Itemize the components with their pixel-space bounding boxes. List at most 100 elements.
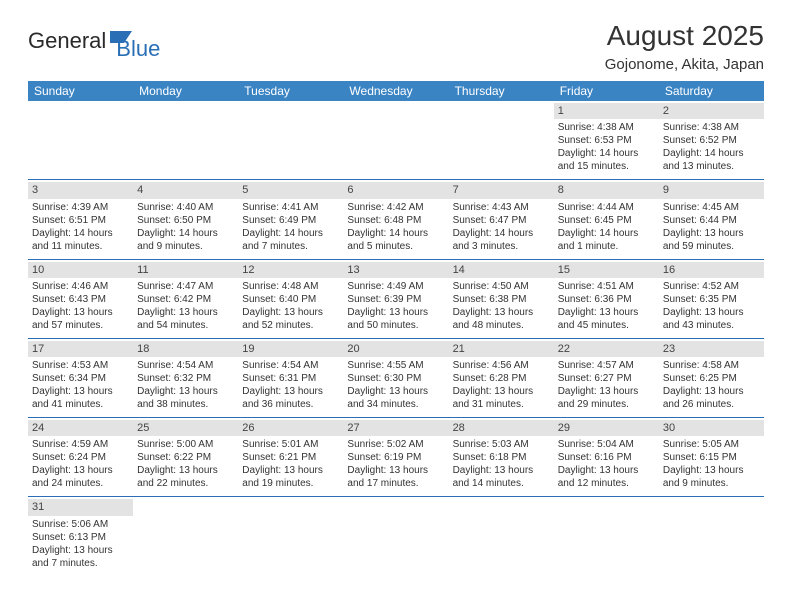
daylight-text: Daylight: 13 hours and 45 minutes. [558,306,655,332]
daylight-text: Daylight: 13 hours and 38 minutes. [137,385,234,411]
daylight-text: Daylight: 13 hours and 7 minutes. [32,544,129,570]
sunrise-text: Sunrise: 5:04 AM [558,438,655,451]
sunrise-text: Sunrise: 4:44 AM [558,201,655,214]
daylight-text: Daylight: 14 hours and 3 minutes. [453,227,550,253]
daylight-text: Daylight: 13 hours and 9 minutes. [663,464,760,490]
day-number: 18 [133,341,238,357]
empty-cell [449,497,554,575]
daylight-text: Daylight: 14 hours and 11 minutes. [32,227,129,253]
sunrise-text: Sunrise: 4:42 AM [347,201,444,214]
sunset-text: Sunset: 6:35 PM [663,293,760,306]
daylight-text: Daylight: 13 hours and 29 minutes. [558,385,655,411]
dow-header: Monday [133,81,238,101]
daylight-text: Daylight: 13 hours and 59 minutes. [663,227,760,253]
sunrise-text: Sunrise: 4:48 AM [242,280,339,293]
daylight-text: Daylight: 13 hours and 14 minutes. [453,464,550,490]
day-cell: 29Sunrise: 5:04 AMSunset: 6:16 PMDayligh… [554,418,659,496]
sunrise-text: Sunrise: 4:41 AM [242,201,339,214]
sunset-text: Sunset: 6:13 PM [32,531,129,544]
weeks-container: 1Sunrise: 4:38 AMSunset: 6:53 PMDaylight… [28,101,764,576]
day-cell: 27Sunrise: 5:02 AMSunset: 6:19 PMDayligh… [343,418,448,496]
day-number: 21 [449,341,554,357]
daylight-text: Daylight: 13 hours and 31 minutes. [453,385,550,411]
sunset-text: Sunset: 6:32 PM [137,372,234,385]
day-cell: 11Sunrise: 4:47 AMSunset: 6:42 PMDayligh… [133,260,238,338]
day-number: 5 [238,182,343,198]
logo-text-1: General [28,28,106,54]
daylight-text: Daylight: 13 hours and 52 minutes. [242,306,339,332]
day-number: 6 [343,182,448,198]
sunrise-text: Sunrise: 4:39 AM [32,201,129,214]
sunrise-text: Sunrise: 4:54 AM [137,359,234,372]
week-row: 24 Sunrise: 4:59 AMSunset: 6:24 PM Dayligh… [28,418,764,497]
day-cell: 15Sunrise: 4:51 AMSunset: 6:36 PMDayligh… [554,260,659,338]
daylight-text: Daylight: 13 hours and 48 minutes. [453,306,550,332]
empty-cell [343,101,448,179]
sunset-text: Sunset: 6:27 PM [558,372,655,385]
daylight-text: Daylight: 13 hours and 34 minutes. [347,385,444,411]
calendar: SundayMondayTuesdayWednesdayThursdayFrid… [0,81,792,576]
day-number: 20 [343,341,448,357]
logo: General Blue [28,20,160,62]
day-cell: 10Sunrise: 4:46 AMSunset: 6:43 PMDayligh… [28,260,133,338]
day-number: 15 [554,262,659,278]
sunrise-text: Sunrise: 5:05 AM [663,438,760,451]
sunrise-text: Sunrise: 4:57 AM [558,359,655,372]
day-cell: 31Sunrise: 5:06 AMSunset: 6:13 PMDayligh… [28,497,133,575]
sunrise-text: Sunrise: 4:43 AM [453,201,550,214]
day-cell: 30 Sunrise: 5:05 AMSunset: 6:15 PMDayligh… [659,418,764,496]
sunrise-text: Sunrise: 4:56 AM [453,359,550,372]
day-number: 8 [554,182,659,198]
sunset-text: Sunset: 6:15 PM [663,451,760,464]
sunset-text: Sunset: 6:48 PM [347,214,444,227]
week-row: 10Sunrise: 4:46 AMSunset: 6:43 PMDayligh… [28,260,764,339]
sunset-text: Sunset: 6:44 PM [663,214,760,227]
day-number: 13 [343,262,448,278]
sunrise-text: Sunrise: 4:45 AM [663,201,760,214]
daylight-text: Daylight: 13 hours and 57 minutes. [32,306,129,332]
daylight-text: Daylight: 13 hours and 41 minutes. [32,385,129,411]
day-cell: 5Sunrise: 4:41 AMSunset: 6:49 PMDaylight… [238,180,343,258]
sunrise-text: Sunrise: 4:40 AM [137,201,234,214]
empty-cell [554,497,659,575]
sunrise-text: Sunrise: 5:01 AM [242,438,339,451]
daylight-text: Daylight: 14 hours and 9 minutes. [137,227,234,253]
day-number: 25 [133,420,238,436]
day-cell: 8Sunrise: 4:44 AMSunset: 6:45 PMDaylight… [554,180,659,258]
sunrise-text: Sunrise: 4:38 AM [558,121,655,134]
day-cell: 4Sunrise: 4:40 AMSunset: 6:50 PMDaylight… [133,180,238,258]
day-cell: 17Sunrise: 4:53 AMSunset: 6:34 PMDayligh… [28,339,133,417]
week-row: 31Sunrise: 5:06 AMSunset: 6:13 PMDayligh… [28,497,764,575]
empty-cell [449,101,554,179]
day-number: 14 [449,262,554,278]
sunset-text: Sunset: 6:34 PM [32,372,129,385]
logo-text-2: Blue [116,36,160,62]
daylight-text: Daylight: 13 hours and 19 minutes. [242,464,339,490]
day-cell: 26Sunrise: 5:01 AMSunset: 6:21 PMDayligh… [238,418,343,496]
sunset-text: Sunset: 6:18 PM [453,451,550,464]
sunrise-text: Sunrise: 4:53 AM [32,359,129,372]
sunrise-text: Sunrise: 5:02 AM [347,438,444,451]
daylight-text: Daylight: 14 hours and 13 minutes. [663,147,760,173]
day-number: 30 [659,420,764,436]
dow-header: Sunday [28,81,133,101]
daylight-text: Daylight: 13 hours and 17 minutes. [347,464,444,490]
day-cell: 18 Sunrise: 4:54 AMSunset: 6:32 PMDayligh… [133,339,238,417]
day-number: 9 [659,182,764,198]
empty-cell [28,101,133,179]
day-number: 24 [28,420,133,436]
sunrise-text: Sunrise: 4:58 AM [663,359,760,372]
sunset-text: Sunset: 6:53 PM [558,134,655,147]
daylight-text: Daylight: 13 hours and 26 minutes. [663,385,760,411]
day-number: 31 [28,499,133,515]
sunset-text: Sunset: 6:21 PM [242,451,339,464]
sunset-text: Sunset: 6:24 PM [32,451,129,464]
daylight-text: Daylight: 14 hours and 15 minutes. [558,147,655,173]
dow-row: SundayMondayTuesdayWednesdayThursdayFrid… [28,81,764,101]
sunset-text: Sunset: 6:40 PM [242,293,339,306]
day-number: 2 [659,103,764,119]
day-number: 3 [28,182,133,198]
sunset-text: Sunset: 6:49 PM [242,214,339,227]
sunrise-text: Sunrise: 4:52 AM [663,280,760,293]
sunrise-text: Sunrise: 4:59 AM [32,438,129,451]
